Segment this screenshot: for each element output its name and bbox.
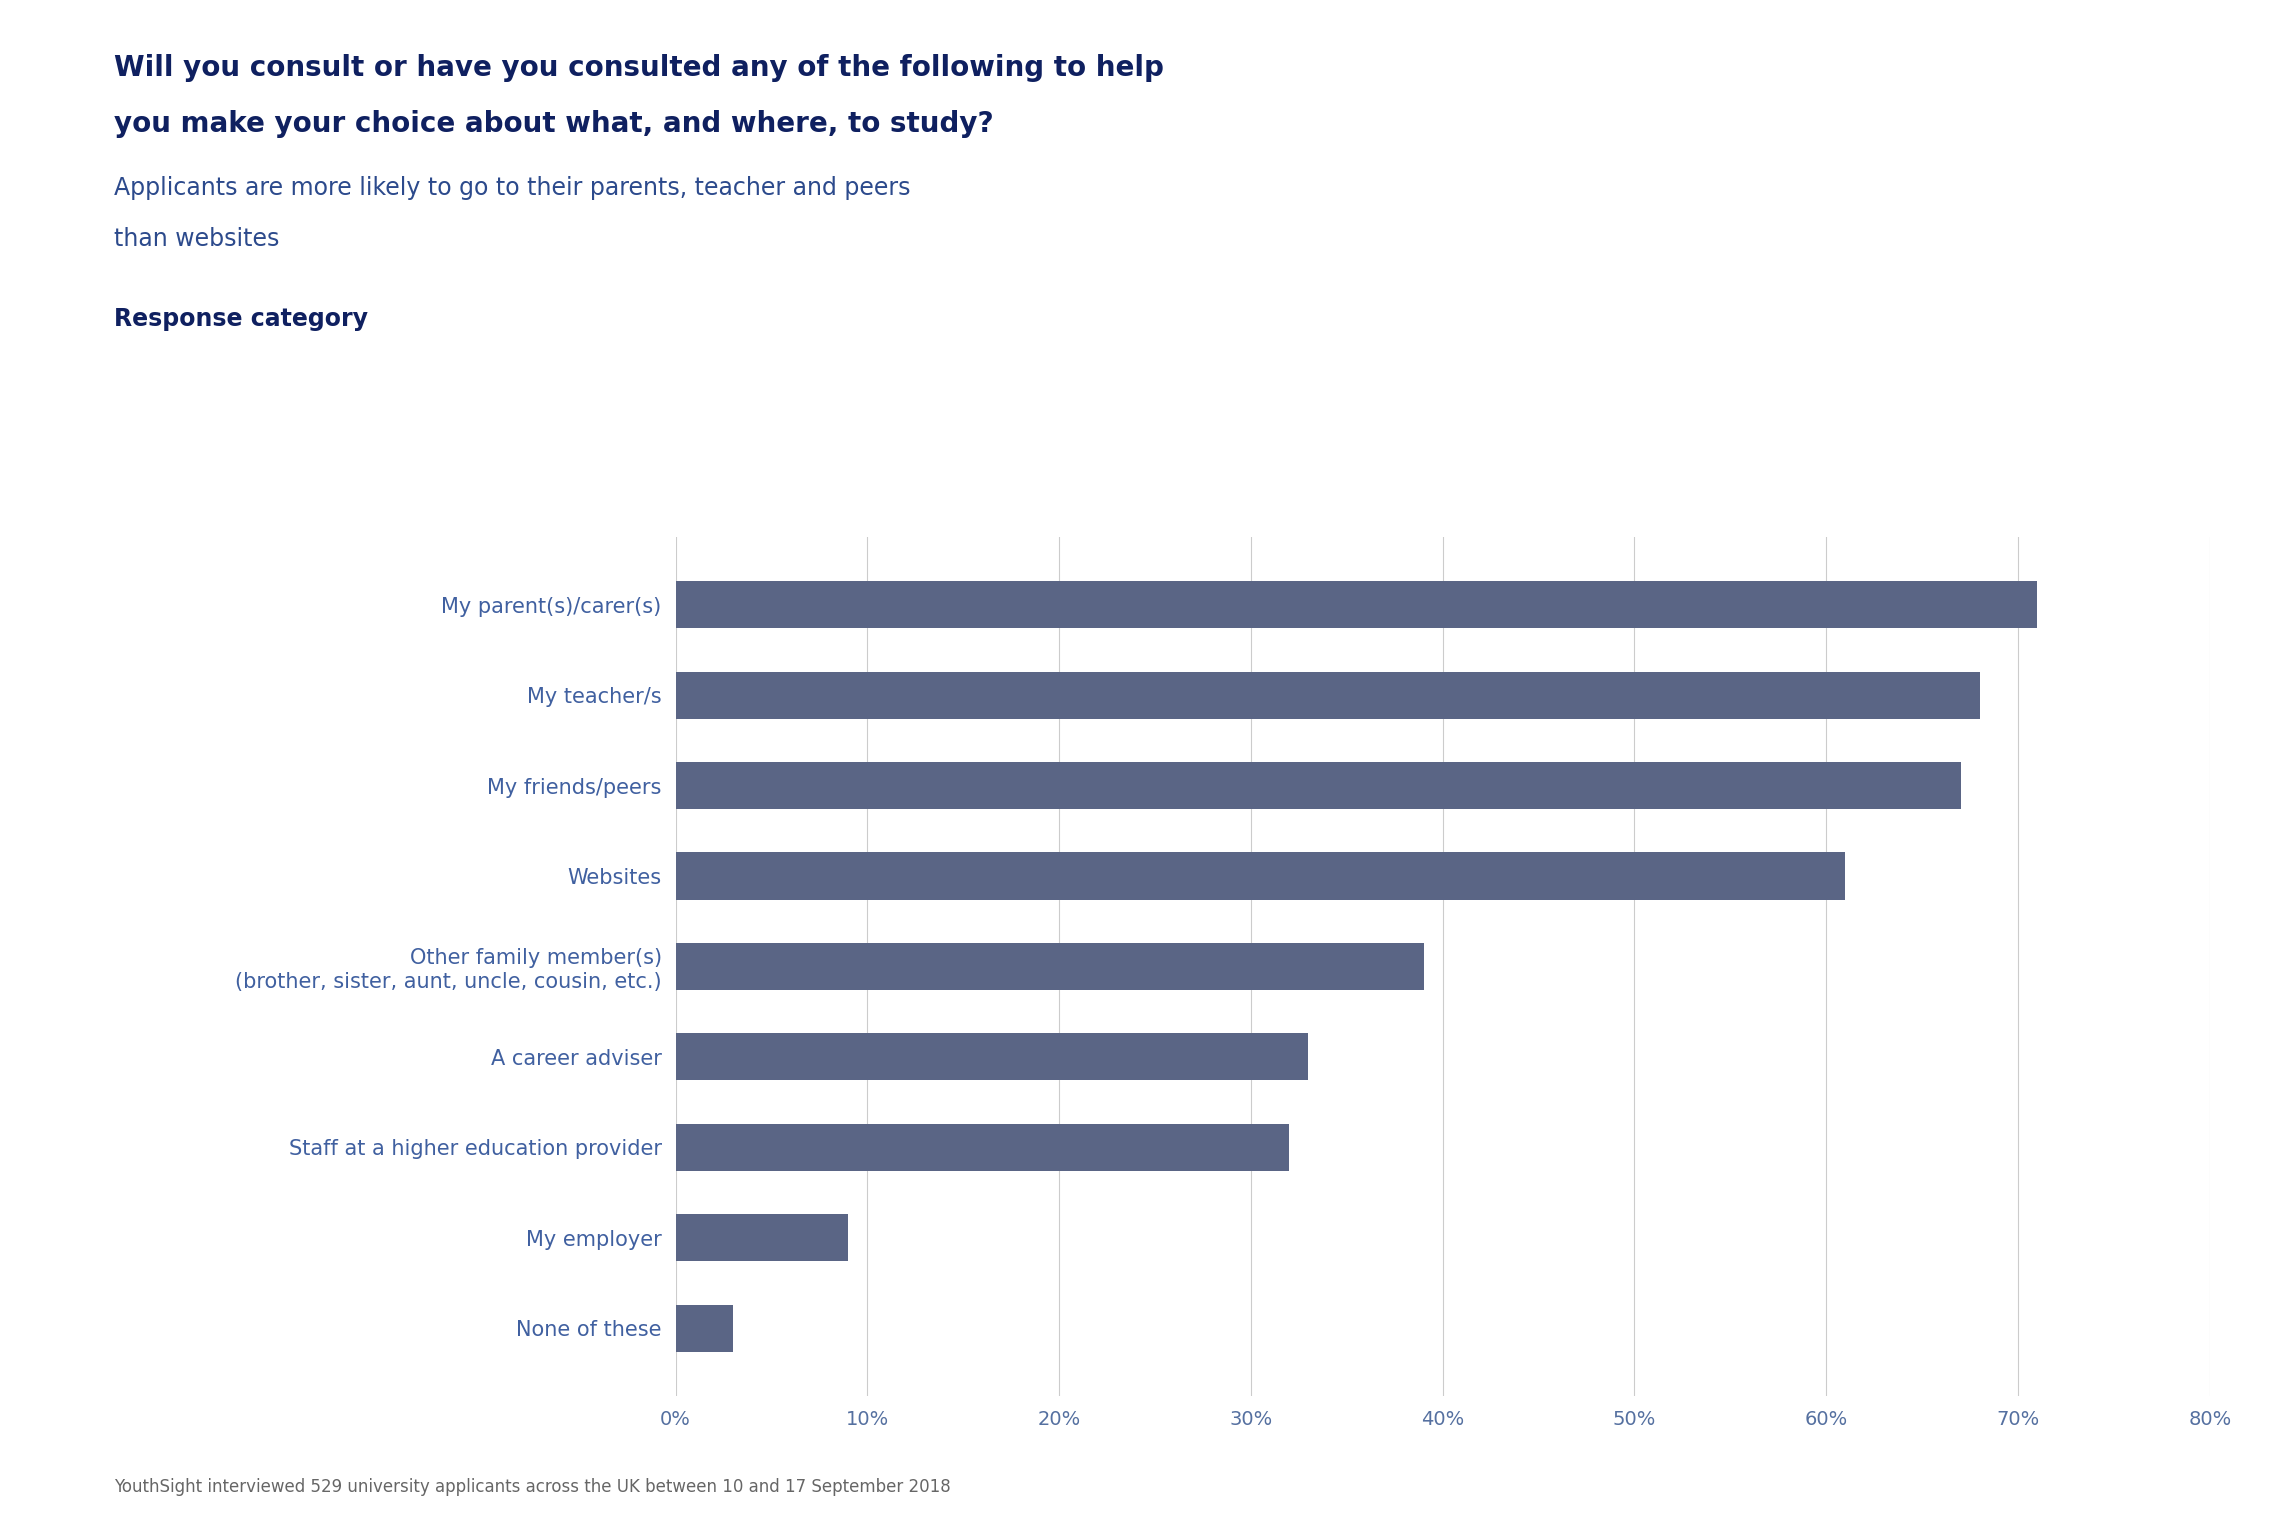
- Text: YouthSight interviewed 529 university applicants across the UK between 10 and 17: YouthSight interviewed 529 university ap…: [114, 1477, 950, 1496]
- Bar: [676, 853, 1846, 899]
- Bar: [676, 762, 1960, 808]
- Bar: [676, 1215, 847, 1261]
- Bar: [676, 943, 1424, 989]
- Bar: [676, 581, 2038, 629]
- Text: than websites: than websites: [114, 227, 279, 252]
- Text: you make your choice about what, and where, to study?: you make your choice about what, and whe…: [114, 110, 994, 138]
- Text: Will you consult or have you consulted any of the following to help: Will you consult or have you consulted a…: [114, 54, 1163, 81]
- Bar: [676, 1124, 1289, 1170]
- Bar: [676, 672, 1979, 718]
- Text: Response category: Response category: [114, 307, 369, 331]
- Bar: [676, 1034, 1308, 1080]
- Bar: [676, 1304, 733, 1351]
- Text: Applicants are more likely to go to their parents, teacher and peers: Applicants are more likely to go to thei…: [114, 176, 911, 201]
